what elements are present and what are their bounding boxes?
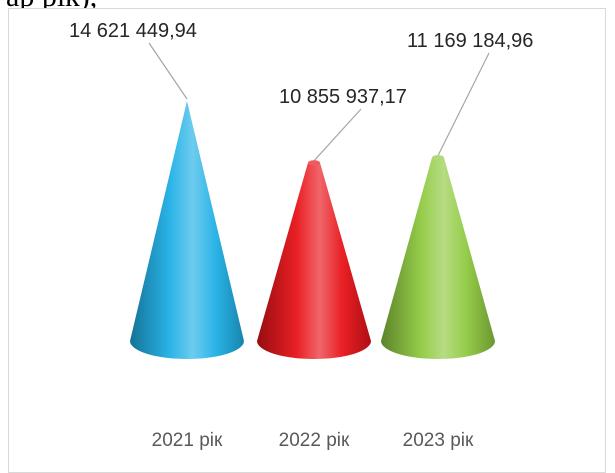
cone-top-cap (432, 155, 444, 161)
leader-line (313, 108, 362, 162)
leader-lines (148, 42, 490, 162)
cone-2023 (381, 157, 495, 359)
category-label: 2021 рік (152, 430, 223, 451)
cone-top-cap (308, 160, 320, 166)
leader-line (148, 42, 188, 100)
value-label: 14 621 449,94 (69, 20, 197, 42)
cone-2021 (130, 101, 244, 359)
value-labels: 14 621 449,94 10 855 937,17 11 169 184,96 (69, 20, 533, 108)
value-label: 11 169 184,96 (407, 30, 533, 52)
cone-series (130, 101, 495, 359)
value-label: 10 855 937,17 (279, 86, 407, 108)
category-labels: 2021 рік 2022 рік 2023 рік (152, 430, 474, 451)
category-label: 2023 рік (403, 430, 474, 451)
cone-2022 (257, 162, 371, 359)
leader-line (437, 52, 490, 156)
chart-area: 14 621 449,94 10 855 937,17 11 169 184,96 … (8, 8, 606, 473)
category-label: 2022 рік (279, 430, 350, 451)
